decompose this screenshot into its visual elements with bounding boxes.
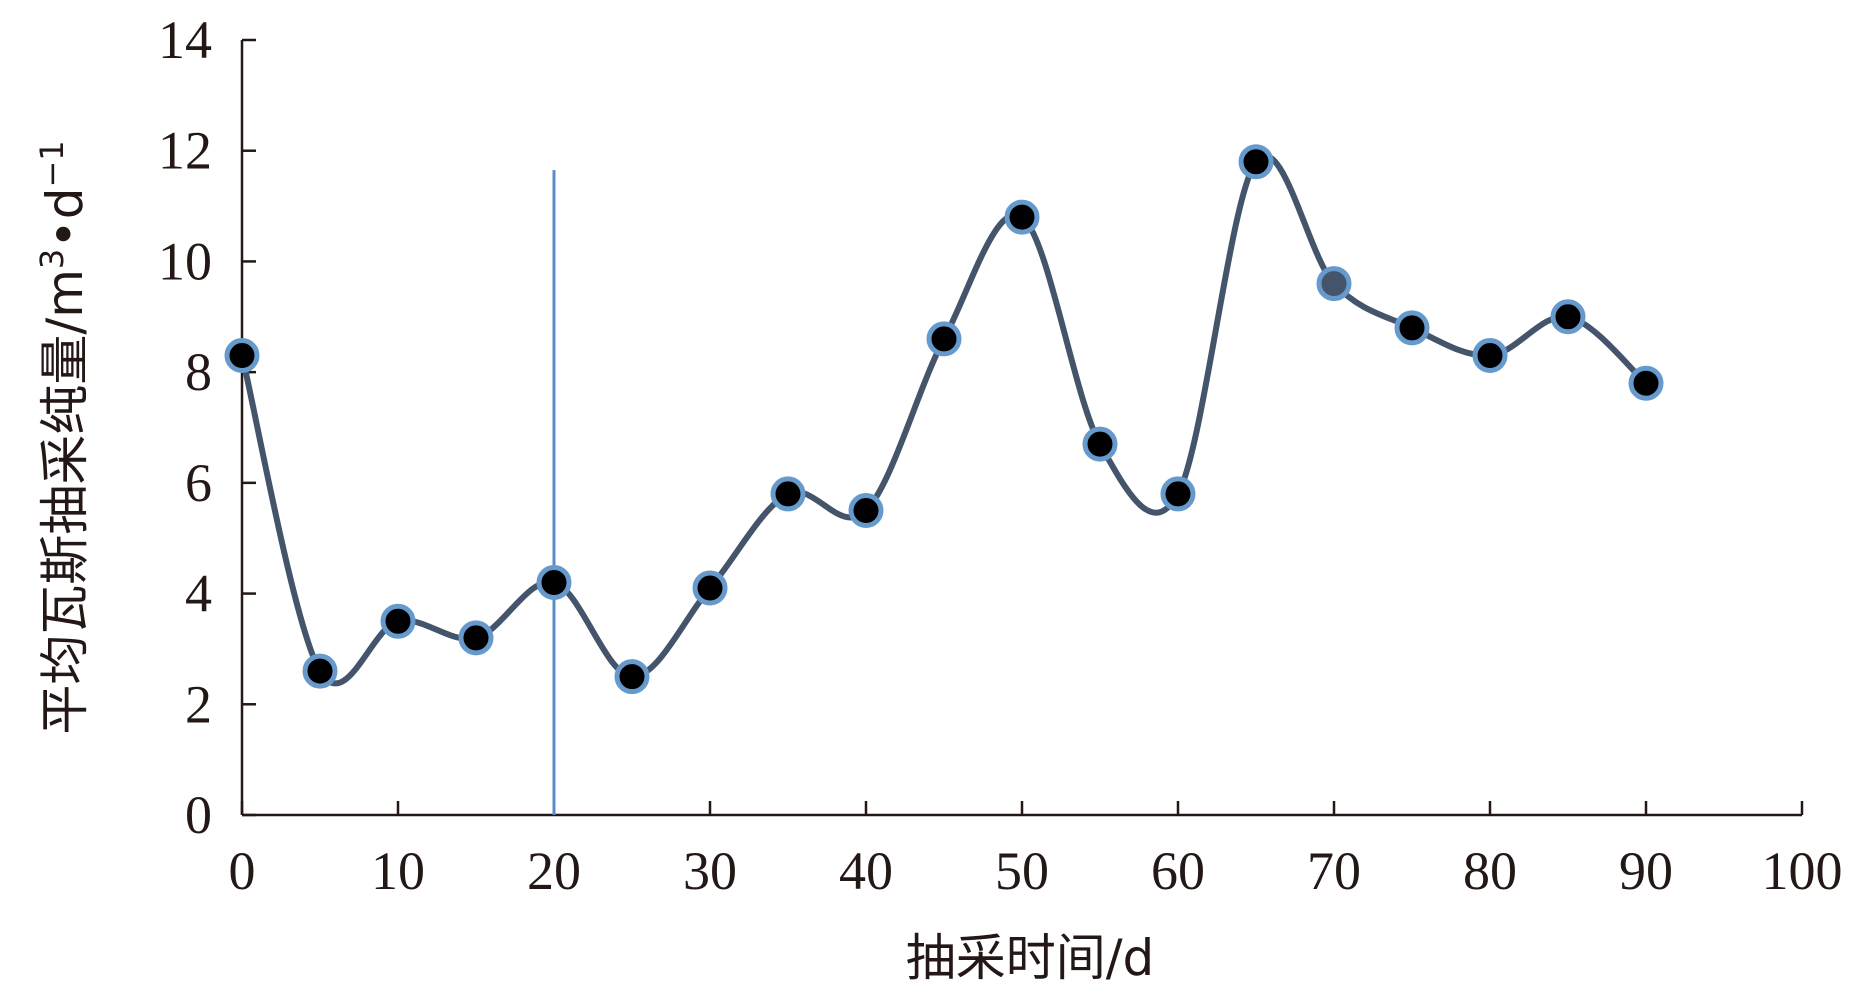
data-point: [1160, 476, 1196, 512]
x-tick-label: 100: [1762, 841, 1843, 901]
data-point: [1004, 199, 1040, 235]
x-ticks: 0 10 20 30 40 50 60 70 80 90 100: [229, 801, 1843, 901]
y-axis-title-text: 平均瓦斯抽采纯量/m3•d−1: [33, 140, 94, 734]
y-ticks: 0 2 4 6 8 10 12 14: [158, 10, 256, 845]
y-tick-label: 14: [158, 10, 212, 70]
y-tick-label: 8: [185, 342, 212, 402]
data-point: [692, 570, 728, 606]
x-tick-label: 30: [683, 841, 737, 901]
data-point: [1238, 144, 1274, 180]
data-point: [1628, 365, 1664, 401]
data-point: [1316, 266, 1352, 302]
x-tick-label: 60: [1151, 841, 1205, 901]
x-tick-label: 20: [527, 841, 581, 901]
y-tick-label: 12: [158, 121, 212, 181]
y-axis-title-mid: •d: [36, 188, 94, 249]
y-tick-label: 10: [158, 231, 212, 291]
data-point: [848, 493, 884, 529]
data-point: [926, 321, 962, 357]
data-point: [1472, 338, 1508, 374]
data-point: [1394, 310, 1430, 346]
y-tick-label: 2: [185, 674, 212, 734]
x-tick-label: 50: [995, 841, 1049, 901]
y-axis-title-sup1: 3: [33, 249, 71, 269]
x-tick-label: 40: [839, 841, 893, 901]
y-axis-title-sup2: −1: [33, 140, 71, 187]
x-tick-label: 10: [371, 841, 425, 901]
y-axis-title-main: 平均瓦斯抽采纯量/m: [36, 269, 94, 735]
x-axis-title: 抽采时间/d: [906, 929, 1155, 987]
data-point: [1082, 426, 1118, 462]
data-point: [380, 603, 416, 639]
x-tick-label: 80: [1463, 841, 1517, 901]
series-line: [239, 152, 1649, 687]
axes: [240, 40, 1802, 817]
data-point: [1550, 299, 1586, 335]
x-tick-label: 0: [229, 841, 256, 901]
data-point: [536, 565, 572, 600]
data-points: [224, 144, 1664, 695]
y-tick-label: 6: [185, 453, 212, 513]
data-point: [302, 653, 338, 689]
y-tick-label: 0: [185, 785, 212, 845]
data-point: [458, 620, 494, 656]
y-tick-label: 4: [185, 564, 212, 624]
x-tick-label: 90: [1619, 841, 1673, 901]
y-axis-title: 平均瓦斯抽采纯量/m3•d−1: [33, 140, 94, 734]
data-point: [224, 338, 260, 374]
data-point: [770, 476, 806, 512]
x-tick-label: 70: [1307, 841, 1361, 901]
data-point: [614, 659, 650, 695]
